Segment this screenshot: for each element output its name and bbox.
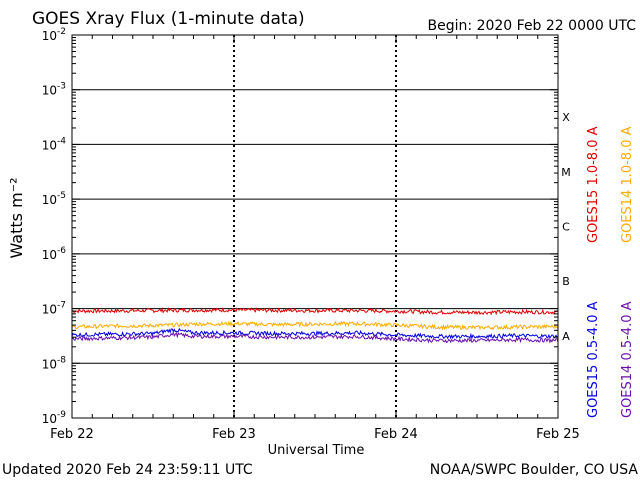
y-tick-base: 10: [42, 412, 57, 426]
y-tick-exponent: -5: [57, 191, 66, 201]
y-tick-exponent: -7: [57, 301, 66, 311]
y-tick-label: 10-6: [42, 246, 67, 262]
y-tick-base: 10: [42, 84, 57, 98]
y-tick-label: 10-8: [42, 355, 67, 371]
x-tick-label: Feb 23: [212, 427, 256, 442]
flare-class-label: C: [562, 221, 570, 234]
y-tick-exponent: -2: [57, 27, 66, 37]
y-axis-label: Watts m⁻²: [7, 177, 26, 258]
legend-layer: GOES15 1.0-8.0 A GOES14 1.0-8.0 A GOES15 0…: [586, 126, 635, 418]
flare-class-label: B: [562, 275, 570, 288]
y-tick-base: 10: [42, 248, 57, 262]
chart-title: GOES Xray Flux (1-minute data): [32, 9, 305, 29]
data-source: NOAA/SWPC Boulder, CO USA: [430, 462, 639, 478]
y-tick-base: 10: [42, 303, 57, 317]
x-tick-label: Feb 24: [374, 427, 418, 442]
legend-item: GOES15 0.5-4.0 A: [586, 301, 601, 418]
x-axis-label: Universal Time: [268, 443, 365, 458]
y-tick-exponent: -3: [57, 82, 66, 92]
y-tick-label: 10-2: [42, 27, 66, 43]
y-tick-exponent: -9: [57, 410, 66, 420]
series-line: [71, 307, 559, 316]
grid-layer: [233, 35, 397, 418]
x-tick-label: Feb 22: [50, 427, 94, 442]
plot-frame: [71, 34, 559, 419]
y-axis-label-text: Watts m⁻²: [7, 177, 26, 258]
flare-class-label: A: [562, 330, 570, 343]
y-tick-exponent: -8: [57, 355, 66, 365]
y-tick-base: 10: [42, 357, 57, 371]
legend-item: GOES14 1.0-8.0 A: [620, 126, 635, 243]
y-tick-exponent: -4: [57, 136, 66, 146]
threshold-layer: [72, 89, 558, 364]
flare-class-label: X: [562, 111, 570, 124]
y-tick-base: 10: [42, 193, 57, 207]
y-tick-exponent: -6: [57, 246, 66, 256]
y-tick-label: 10-7: [42, 301, 66, 317]
series-line: [71, 327, 559, 340]
x-tick-label: Feb 25: [536, 427, 580, 442]
flare-class-label: M: [561, 166, 571, 179]
series-line: [71, 320, 559, 331]
updated-time: Updated 2020 Feb 24 23:59:11 UTC: [2, 462, 253, 478]
y-tick-label: 10-4: [42, 136, 67, 152]
series-layer: [71, 307, 559, 344]
y-tick-label: 10-9: [42, 410, 67, 426]
y-tick-label: 10-5: [42, 191, 66, 207]
legend-item: GOES14 0.5-4.0 A: [620, 301, 635, 418]
y-tick-base: 10: [42, 29, 57, 43]
begin-time: Begin: 2020 Feb 22 0000 UTC: [428, 18, 637, 34]
series-line: [71, 331, 559, 344]
y-tick-base: 10: [42, 138, 57, 152]
y-tick-label: 10-3: [42, 82, 66, 98]
legend-item: GOES15 1.0-8.0 A: [586, 126, 601, 243]
